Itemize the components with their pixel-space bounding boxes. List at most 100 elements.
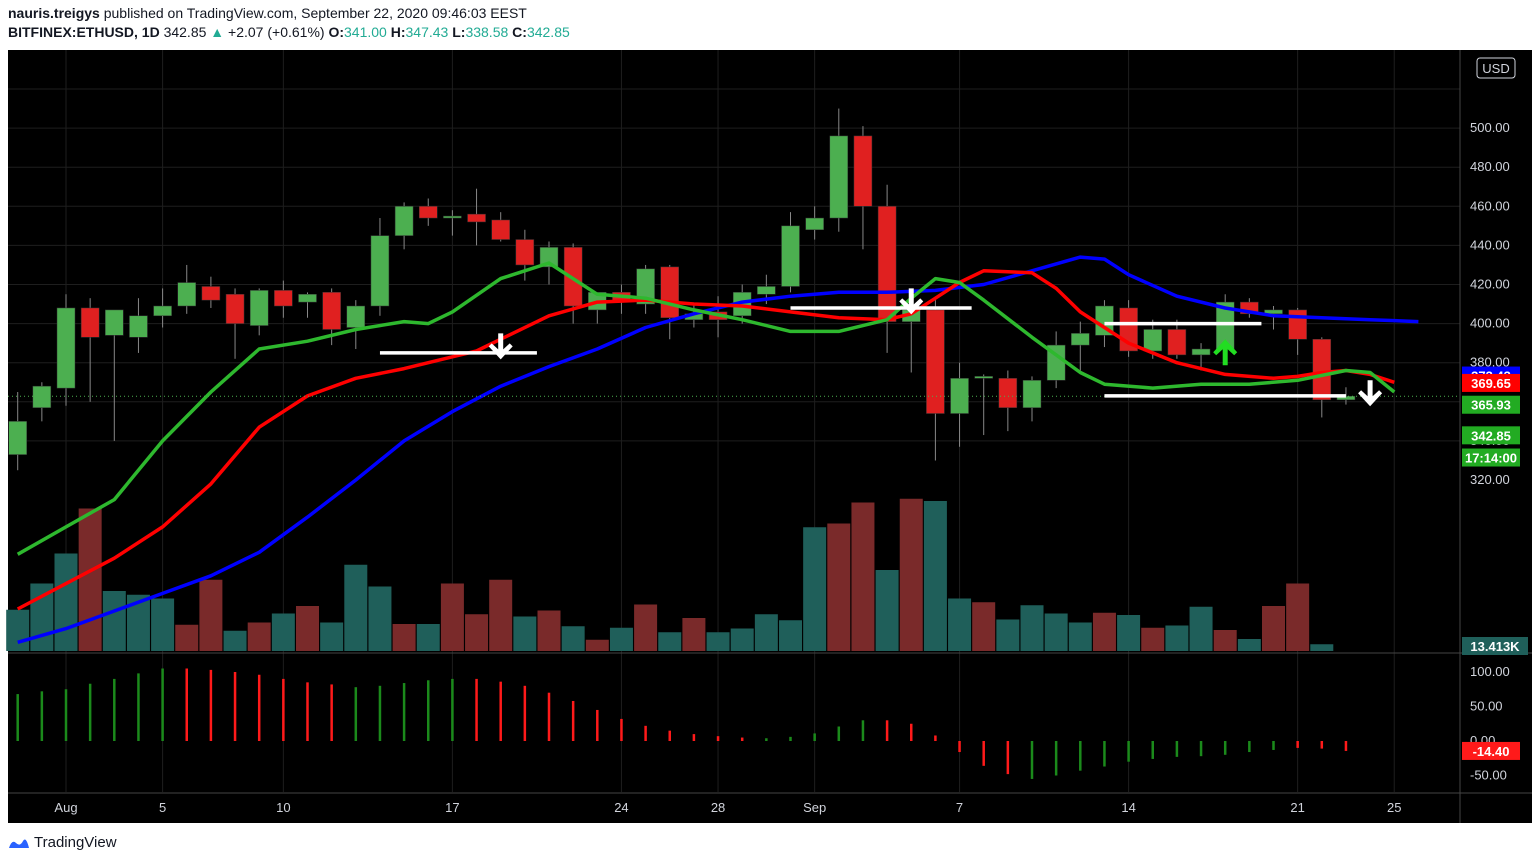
chart-background xyxy=(8,50,1532,823)
last-price: 342.85 xyxy=(163,24,207,40)
volume-bar xyxy=(175,624,199,651)
price-tag-label: 17:14:00 xyxy=(1465,451,1517,466)
time-tick-label: 5 xyxy=(159,800,166,815)
ma-fast-line xyxy=(16,261,1396,556)
symbol-label[interactable]: BITFINEX:ETHUSD, 1D xyxy=(8,24,160,40)
publish-info: published on TradingView.com, September … xyxy=(103,5,527,21)
time-tick-label: 14 xyxy=(1121,800,1135,815)
time-tick-label: 28 xyxy=(711,800,725,815)
volume-bar xyxy=(368,586,392,651)
volume-tag xyxy=(1462,637,1528,655)
volume-bar xyxy=(1237,639,1261,651)
price-tag-label: 342.85 xyxy=(1471,428,1511,443)
price-tick-label: 500.00 xyxy=(1470,120,1510,135)
osc-tick-label: -50.00 xyxy=(1470,768,1507,783)
time-tick-label: 24 xyxy=(614,800,628,815)
volume-bar xyxy=(54,553,78,651)
candlesticks xyxy=(8,108,1356,471)
volume-bar xyxy=(320,622,344,651)
candle-body xyxy=(974,376,993,379)
candle-body xyxy=(298,294,317,303)
volume-bar xyxy=(126,594,150,651)
candle-body xyxy=(515,239,535,266)
low-label: L: xyxy=(452,24,466,40)
candle-body xyxy=(660,266,679,318)
time-tick-label: 21 xyxy=(1290,800,1304,815)
candle-body xyxy=(346,305,366,328)
volume-bar xyxy=(6,609,30,651)
annotations xyxy=(379,288,1383,407)
ma-mid-line xyxy=(16,269,1395,611)
candle-body xyxy=(757,286,776,295)
volume-bar xyxy=(1213,630,1237,651)
candle-body xyxy=(829,135,849,219)
price-tick-label: 440.00 xyxy=(1470,237,1510,252)
volume-bar xyxy=(948,598,972,651)
volume-bar xyxy=(1262,606,1285,651)
time-tick-label: Sep xyxy=(803,800,826,815)
volume-bar xyxy=(1189,606,1213,651)
candle-body xyxy=(129,315,148,338)
candle-body xyxy=(153,305,172,317)
volume-bar xyxy=(1117,615,1141,651)
candle-body xyxy=(1143,329,1162,352)
currency-button[interactable]: USD xyxy=(1476,57,1516,79)
candle-body xyxy=(105,309,124,336)
volume-bar xyxy=(296,606,319,651)
candle-body xyxy=(8,421,27,455)
volume-bar xyxy=(78,508,102,651)
candle-body xyxy=(394,206,414,236)
candle-body xyxy=(249,290,269,326)
oscillator-pane xyxy=(16,668,1348,779)
candle-body xyxy=(491,219,510,240)
ohlc-line: BITFINEX:ETHUSD, 1D 342.85 ▲ +2.07 (+0.6… xyxy=(8,23,570,42)
open-label: O: xyxy=(328,24,345,40)
volume-bar xyxy=(923,501,947,651)
volume-bar xyxy=(730,628,754,651)
brand-name: TradingView xyxy=(34,834,117,851)
price-tick-label: 400.00 xyxy=(1470,316,1510,331)
time-tick-label: 17 xyxy=(445,800,459,815)
volume-bar xyxy=(754,614,778,651)
candle-body xyxy=(853,135,873,207)
candle-body xyxy=(322,292,341,330)
volume-bar xyxy=(827,523,851,651)
author-name[interactable]: nauris.treigys xyxy=(8,5,100,21)
volume-bar xyxy=(779,620,802,651)
price-tags: 373.43369.65365.93342.8517:14:0013.413K-… xyxy=(1462,366,1528,760)
arrow-down-icon xyxy=(899,288,924,315)
candle-body xyxy=(926,309,945,414)
candle-body xyxy=(1022,380,1042,408)
volume-bar xyxy=(561,626,585,651)
volume-bar xyxy=(1286,583,1310,651)
time-tick-label: 25 xyxy=(1387,800,1401,815)
currency-label: USD xyxy=(1482,61,1509,76)
volume-bar xyxy=(803,527,827,651)
candle-body xyxy=(443,215,462,219)
candle-body xyxy=(1191,348,1211,356)
price-tick-label: 380.00 xyxy=(1470,355,1510,370)
open-value: 341.00 xyxy=(344,24,387,40)
up-arrow-icon: ▲ xyxy=(210,24,225,40)
volume-bar xyxy=(151,598,175,651)
candle-body xyxy=(950,378,969,414)
time-tick-label: 10 xyxy=(276,800,290,815)
time-tick-label: Aug xyxy=(54,800,77,815)
volume-bar xyxy=(223,630,247,651)
axes: 320.00340.00360.00380.00400.00420.00440.… xyxy=(54,120,1509,815)
price-tick-label: 480.00 xyxy=(1470,159,1510,174)
price-change: +2.07 (+0.61%) xyxy=(228,24,325,40)
high-label: H: xyxy=(390,24,406,40)
close-label: C: xyxy=(512,24,527,40)
footer-brand[interactable]: TradingView xyxy=(8,834,117,851)
volume-bar xyxy=(851,502,875,651)
candle-body xyxy=(781,225,800,287)
volume-bar xyxy=(271,613,295,651)
candle-body xyxy=(1312,338,1332,401)
volume-bar xyxy=(247,622,271,651)
volume-bar xyxy=(658,632,682,651)
volume-bar xyxy=(1044,613,1068,651)
price-tick-label: 460.00 xyxy=(1470,198,1510,213)
volume-bar xyxy=(609,627,633,651)
